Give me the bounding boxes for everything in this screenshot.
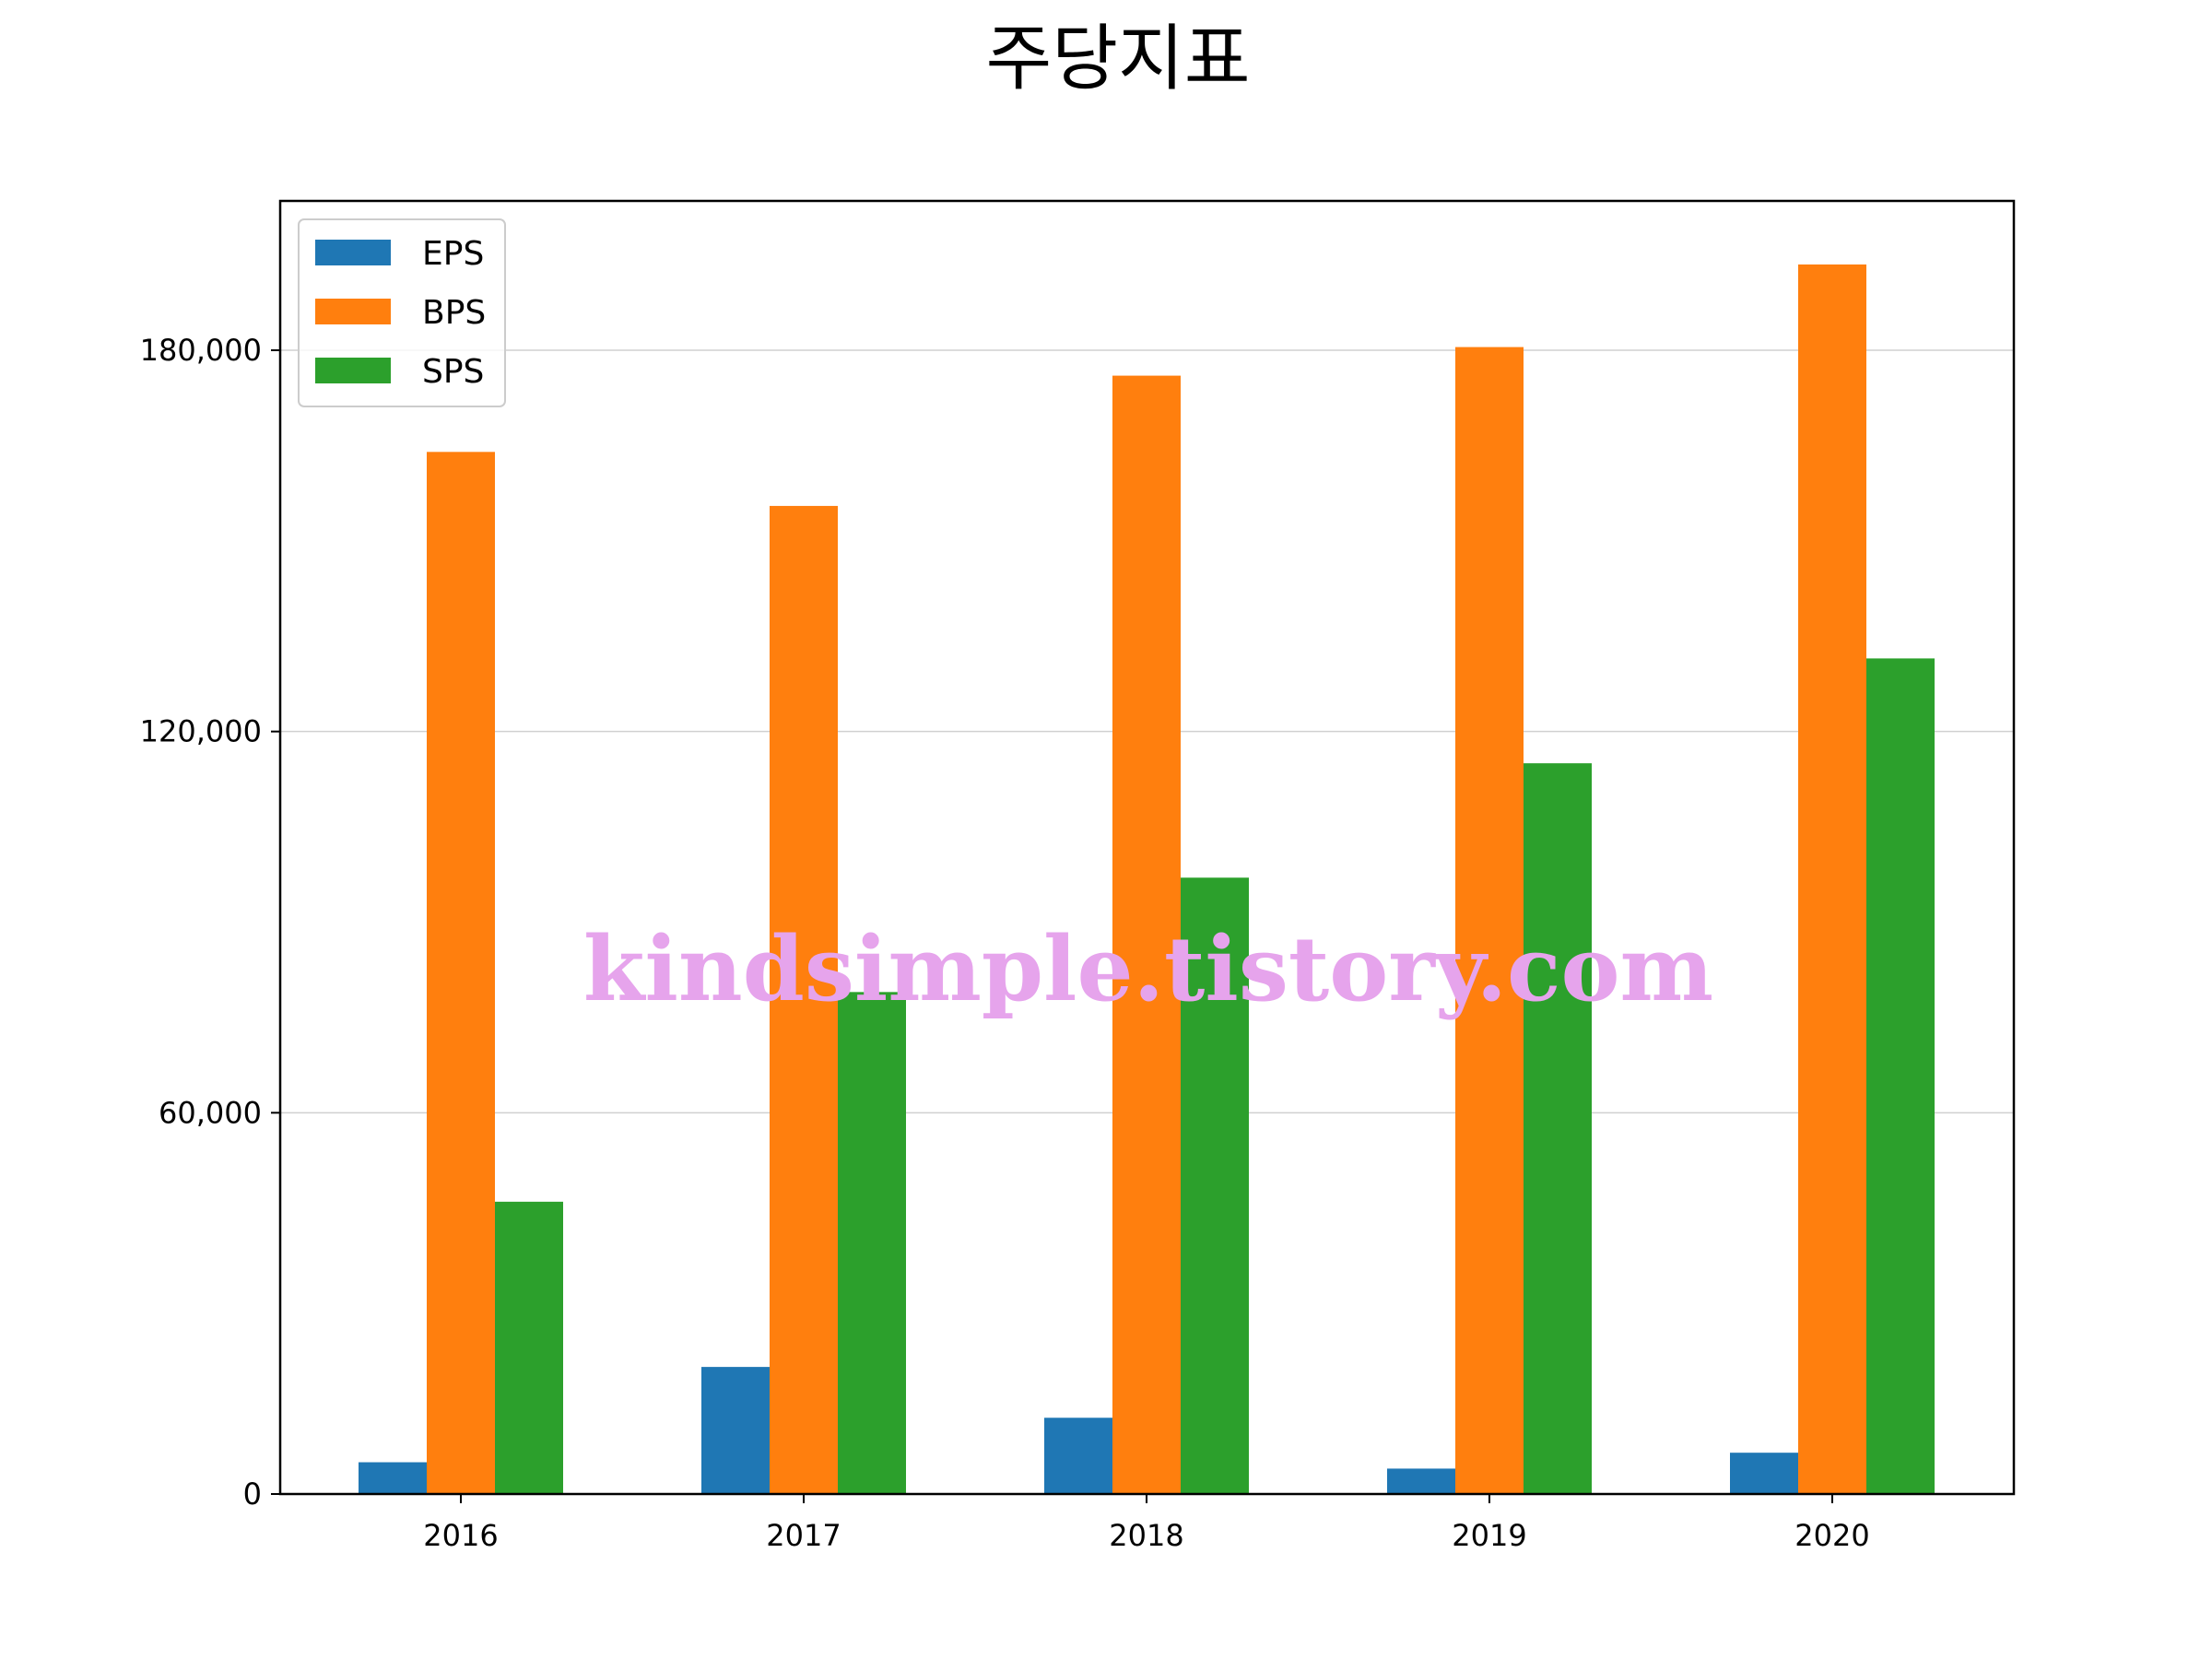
bars — [359, 264, 1935, 1495]
x-tick-label: 2016 — [423, 1518, 498, 1553]
bar-bps-2017 — [770, 505, 838, 1495]
x-axis-ticks: 2016 2017 2018 2019 2020 — [423, 1494, 1870, 1553]
x-tick-label: 2017 — [766, 1518, 841, 1553]
bar-eps-2018 — [1044, 1418, 1112, 1494]
bar-sps-2018 — [1181, 877, 1249, 1494]
bar-sps-2017 — [838, 992, 906, 1494]
bar-bps-2019 — [1455, 347, 1524, 1494]
x-tick-label: 2019 — [1452, 1518, 1526, 1553]
bar-sps-2016 — [495, 1201, 563, 1494]
legend: EPS BPS SPS — [298, 218, 506, 407]
bar-eps-2019 — [1387, 1468, 1455, 1494]
chart-title: 주당지표 — [985, 18, 1250, 100]
x-tick-label: 2018 — [1109, 1518, 1183, 1553]
y-tick-label: 60,000 — [159, 1095, 262, 1130]
legend-label-bps: BPS — [422, 294, 486, 332]
y-tick-label: 120,000 — [140, 714, 262, 749]
bar-bps-2020 — [1798, 264, 1866, 1494]
bar-sps-2019 — [1524, 763, 1592, 1494]
legend-swatch-eps — [315, 240, 391, 265]
y-axis-ticks: 0 60,000 120,000 180,000 — [140, 333, 280, 1512]
watermark-text: kindsimple.tistory.com — [583, 917, 1713, 1021]
bar-bps-2018 — [1112, 375, 1181, 1494]
bar-sps-2020 — [1866, 658, 1935, 1494]
legend-swatch-sps — [315, 358, 391, 383]
bar-eps-2016 — [359, 1462, 427, 1494]
y-tick-label: 180,000 — [140, 333, 262, 368]
legend-label-sps: SPS — [422, 353, 484, 391]
legend-label-eps: EPS — [422, 235, 484, 273]
legend-swatch-bps — [315, 299, 391, 324]
bar-eps-2020 — [1730, 1453, 1798, 1494]
y-tick-label: 0 — [243, 1477, 262, 1512]
x-tick-label: 2020 — [1794, 1518, 1869, 1553]
bar-bps-2016 — [427, 452, 495, 1494]
bar-eps-2017 — [701, 1367, 770, 1494]
